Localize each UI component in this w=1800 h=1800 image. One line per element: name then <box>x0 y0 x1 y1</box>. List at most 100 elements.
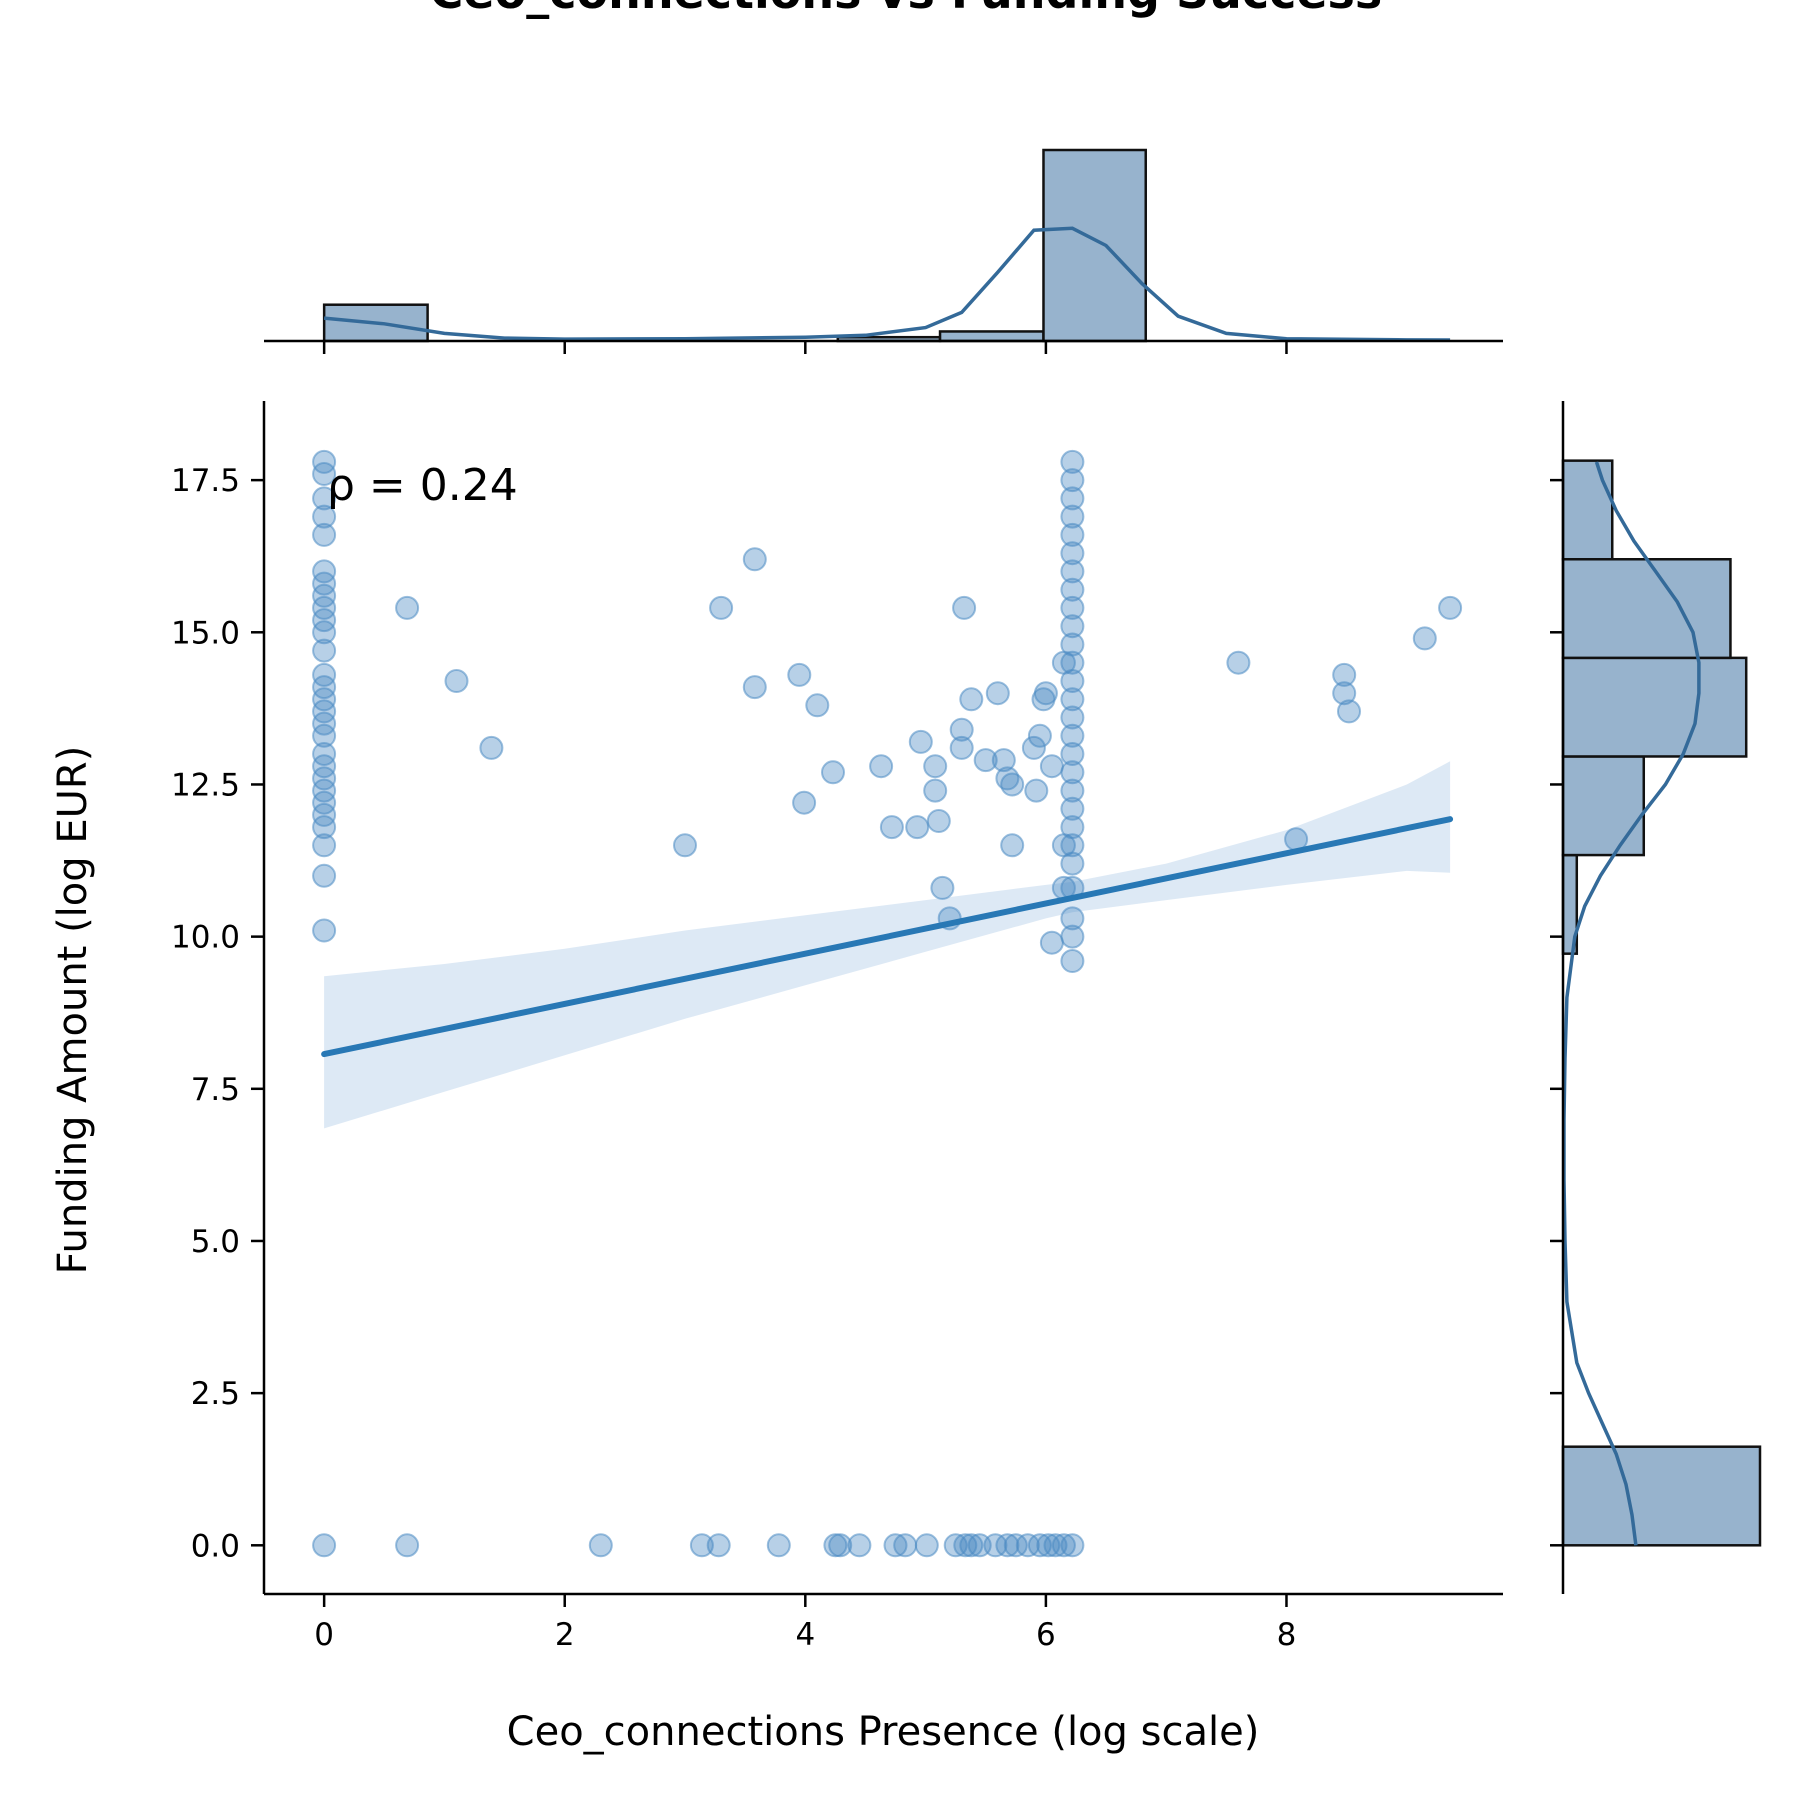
data-point <box>312 802 337 827</box>
data-point <box>1337 699 1361 724</box>
y-tick-label: 5.0 <box>191 1224 240 1260</box>
data-point <box>879 815 904 840</box>
data-point <box>893 1533 918 1558</box>
data-point <box>847 1533 872 1558</box>
data-point <box>792 790 817 815</box>
data-point <box>926 809 951 833</box>
data-point <box>883 1533 908 1558</box>
data-point <box>312 504 337 529</box>
data-point <box>905 815 930 840</box>
scatter-points <box>312 449 1463 1558</box>
confidence-band-area <box>324 761 1451 1129</box>
data-point <box>1060 522 1085 547</box>
y-tick-label: 7.5 <box>191 1072 240 1108</box>
y-tick-label: 0.0 <box>191 1528 240 1564</box>
data-point <box>312 778 337 803</box>
data-point <box>444 669 469 693</box>
data-point <box>766 1533 791 1558</box>
data-point <box>991 748 1016 773</box>
x-axis-label: Ceo_connections Presence (log scale) <box>507 1709 1260 1755</box>
data-point <box>312 742 337 766</box>
data-point <box>1060 577 1085 602</box>
data-point <box>312 766 337 791</box>
data-point <box>1060 833 1085 858</box>
y-tick-label: 15.0 <box>171 615 240 651</box>
data-point <box>1060 595 1085 620</box>
data-point <box>312 608 337 633</box>
data-point <box>949 717 974 742</box>
x-tick-label: 8 <box>1277 1617 1297 1653</box>
data-point <box>1060 449 1085 474</box>
data-point <box>479 735 504 760</box>
data-point <box>312 522 337 547</box>
data-point <box>1060 705 1085 730</box>
data-point <box>395 1533 420 1558</box>
regression-line <box>321 816 1454 1058</box>
data-point <box>312 571 337 596</box>
right-histogram-bar <box>1561 656 1748 758</box>
data-point <box>588 1533 613 1558</box>
data-point <box>1060 504 1085 529</box>
right-kde-curve <box>1562 461 1701 1546</box>
data-point <box>1060 723 1085 748</box>
data-point <box>1039 754 1064 779</box>
data-point <box>1060 687 1085 712</box>
data-point <box>952 595 977 620</box>
top-marginal-histogram <box>264 148 1503 354</box>
data-point <box>1060 949 1085 973</box>
main-plot: 0 2 4 6 8 0.0 2.5 5.0 7.5 10.0 12.5 15.0 17.5 ρ = 0.… <box>171 401 1503 1653</box>
data-point <box>1033 681 1058 706</box>
data-point <box>1027 723 1052 748</box>
data-point <box>689 1533 714 1558</box>
y-tick-label: 12.5 <box>171 767 240 803</box>
y-tick-label: 10.0 <box>171 920 240 956</box>
data-point <box>869 754 894 779</box>
chart-title: Ceo_connections vs Funding Success <box>430 0 1383 19</box>
data-point <box>1060 924 1085 949</box>
data-point <box>1060 742 1085 766</box>
data-point <box>1060 632 1085 657</box>
data-point <box>706 1533 731 1558</box>
data-point <box>312 620 337 645</box>
data-point <box>1060 669 1085 693</box>
data-point <box>312 699 337 724</box>
data-point <box>985 681 1010 706</box>
data-point <box>923 754 948 779</box>
data-point <box>1051 1533 1076 1558</box>
data-point <box>1015 1533 1040 1558</box>
data-point <box>1226 650 1251 675</box>
data-point <box>1332 681 1357 706</box>
data-point <box>1060 614 1085 639</box>
data-point <box>959 1533 984 1558</box>
data-point <box>995 1533 1020 1558</box>
y-axis-label: Funding Amount (log EUR) <box>50 746 96 1275</box>
data-point <box>805 693 830 718</box>
data-point <box>923 778 948 803</box>
data-point <box>1000 772 1025 797</box>
data-point <box>312 449 337 474</box>
right-histogram-bar <box>1561 459 1614 561</box>
top-histogram-bar <box>938 330 1045 343</box>
data-point <box>1060 815 1085 840</box>
x-tick-label: 6 <box>1036 1617 1056 1653</box>
data-point <box>930 875 955 900</box>
y-tick-label: 17.5 <box>171 463 240 499</box>
data-point <box>1060 559 1085 584</box>
data-point <box>1060 851 1085 876</box>
data-point <box>673 833 697 858</box>
data-point <box>312 583 337 608</box>
y-tick-label: 2.5 <box>191 1376 240 1412</box>
right-histogram-bar <box>1561 558 1732 660</box>
data-point <box>312 918 337 943</box>
data-point <box>1438 595 1463 620</box>
data-point <box>312 1533 337 1558</box>
data-point <box>312 815 337 840</box>
data-point <box>312 711 337 736</box>
top-histogram-bar <box>1042 148 1147 343</box>
data-point <box>1060 778 1085 803</box>
x-tick-label: 4 <box>795 1617 815 1653</box>
confidence-band <box>324 761 1451 1129</box>
data-point <box>1024 778 1049 803</box>
regression-line-path <box>321 816 1454 1058</box>
